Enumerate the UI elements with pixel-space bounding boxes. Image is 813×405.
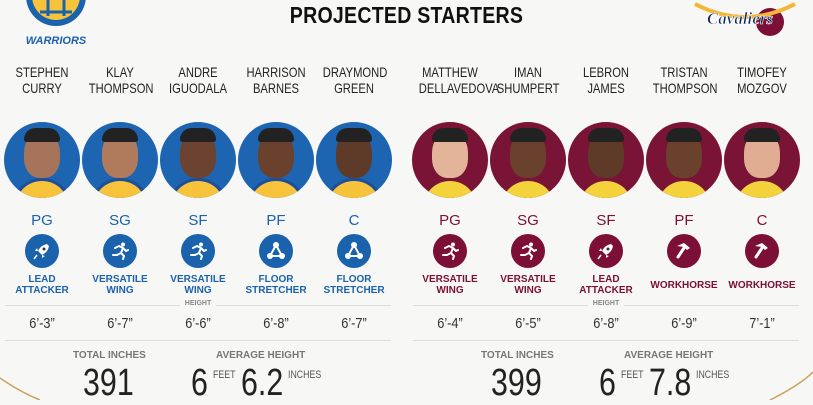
player-role: WORKHORSE — [650, 279, 718, 291]
total-inches-value: 391 — [83, 362, 134, 404]
player-photo — [160, 122, 236, 198]
total-inches-label: TOTAL INCHES — [73, 350, 146, 361]
player-card: HARRISON BARNES PF FLOOR STRETCHER — [237, 64, 315, 297]
player-height: 6’-7” — [341, 315, 367, 332]
player-role: FLOOR STRETCHER — [245, 274, 307, 296]
network-icon — [259, 234, 293, 268]
height-label: HEIGHT — [587, 300, 625, 307]
player-height: 6’-3” — [29, 315, 55, 332]
player-role: WORKHORSE — [728, 279, 796, 291]
player-role: VERSATILE WING — [92, 274, 148, 296]
svg-text:Cavaliers: Cavaliers — [707, 9, 773, 28]
player-name: TIMOFEY MOZGOV — [737, 64, 787, 96]
divider — [413, 340, 799, 341]
player-photo — [646, 122, 722, 198]
inches-label: INCHES — [288, 369, 322, 381]
player-position: SF — [596, 212, 616, 229]
player-height: 6’-4” — [437, 315, 463, 332]
runner-icon — [181, 234, 215, 268]
player-name: MATTHEW DELLAVEDOVA — [418, 64, 500, 96]
player-role: VERSATILE WING — [422, 274, 478, 296]
player-height: 6’-9” — [671, 315, 697, 332]
player-position: SG — [517, 212, 539, 229]
player-height: 7’-1” — [749, 315, 775, 332]
player-card: TRISTAN THOMPSON PF WORKHORSE — [645, 64, 723, 297]
player-height: 6’-8” — [593, 315, 619, 332]
player-height: 6’-6” — [185, 315, 211, 332]
cavaliers-logo: Cavaliers — [694, 2, 796, 36]
hammer-icon — [745, 234, 779, 268]
player-height: 6’-7” — [107, 315, 133, 332]
total-inches-label: TOTAL INCHES — [481, 350, 554, 361]
team-stats: TOTAL INCHES 399 AVERAGE HEIGHT 6 FEET 7… — [411, 341, 801, 404]
player-position: PG — [31, 212, 53, 229]
player-photo — [412, 122, 488, 198]
height-divider: HEIGHT — [413, 300, 799, 307]
runner-icon — [433, 234, 467, 268]
average-inches-value: 7.8 — [649, 362, 692, 404]
player-card: IMAN SHUMPERT SG VERSATILE WING — [489, 64, 567, 297]
player-photo — [82, 122, 158, 198]
player-position: C — [348, 212, 360, 229]
team-gsw: STEPHEN CURRY PG LEAD ATTACKER KLAY THOMPSO… — [3, 64, 393, 404]
runner-icon — [511, 234, 545, 268]
player-height: 6’-5” — [515, 315, 541, 332]
player-role: FLOOR STRETCHER — [323, 274, 385, 296]
player-card: MATTHEW DELLAVEDOVA PG VERSATILE WING — [411, 64, 500, 297]
player-card: DRAYMOND GREEN C FLOOR STRETCHER — [315, 64, 393, 297]
player-photo — [316, 122, 392, 198]
player-name: DRAYMOND GREEN — [322, 64, 388, 96]
player-position: PF — [266, 212, 286, 229]
player-height: 6’-8” — [263, 315, 289, 332]
player-photo — [724, 122, 800, 198]
player-role: LEAD ATTACKER — [579, 274, 633, 296]
player-card: LEBRON JAMES SF LEAD ATTACKER — [567, 64, 645, 297]
player-name: TRISTAN THOMPSON — [652, 64, 718, 96]
feet-label: FEET — [213, 369, 236, 381]
team-stats: TOTAL INCHES 391 AVERAGE HEIGHT 6 FEET 6… — [3, 341, 393, 404]
total-inches-value: 399 — [491, 362, 542, 404]
player-photo — [4, 122, 80, 198]
player-name: KLAY THOMPSON — [88, 64, 154, 96]
player-name: LEBRON JAMES — [582, 64, 630, 96]
height-divider: HEIGHT — [5, 300, 391, 307]
page-title: PROJECTED STARTERS — [289, 2, 524, 28]
player-position: C — [756, 212, 768, 229]
player-name: ANDRE IGUODALA — [169, 64, 227, 96]
inches-label: INCHES — [696, 369, 730, 381]
svg-text:WARRIORS: WARRIORS — [26, 35, 87, 47]
average-height-label: AVERAGE HEIGHT — [624, 350, 714, 361]
player-position: PF — [674, 212, 694, 229]
hammer-icon — [667, 234, 701, 268]
player-position: PG — [439, 212, 461, 229]
runner-icon — [103, 234, 137, 268]
player-name: IMAN SHUMPERT — [496, 64, 560, 96]
player-name: HARRISON BARNES — [246, 64, 306, 96]
player-photo — [238, 122, 314, 198]
height-label: HEIGHT — [179, 300, 217, 307]
player-card: TIMOFEY MOZGOV C WORKHORSE — [723, 64, 801, 297]
network-icon — [337, 234, 371, 268]
divider — [5, 340, 391, 341]
average-inches-value: 6.2 — [241, 362, 284, 404]
average-height-label: AVERAGE HEIGHT — [216, 350, 306, 361]
average-feet-value: 6 — [599, 362, 616, 404]
player-card: KLAY THOMPSON SG VERSATILE WING — [81, 64, 159, 297]
feet-label: FEET — [621, 369, 644, 381]
average-feet-value: 6 — [191, 362, 208, 404]
player-card: STEPHEN CURRY PG LEAD ATTACKER — [3, 64, 81, 297]
player-position: SG — [109, 212, 131, 229]
player-name: STEPHEN CURRY — [15, 64, 69, 96]
player-position: SF — [188, 212, 208, 229]
player-role: VERSATILE WING — [170, 274, 226, 296]
warriors-logo: WARRIORS — [26, 0, 87, 47]
player-role: VERSATILE WING — [500, 274, 556, 296]
rocket-icon — [589, 234, 623, 268]
team-cle: MATTHEW DELLAVEDOVA PG VERSATILE WING IMAN… — [411, 64, 801, 404]
rocket-icon — [25, 234, 59, 268]
player-card: ANDRE IGUODALA SF VERSATILE WING — [159, 64, 237, 297]
player-role: LEAD ATTACKER — [15, 274, 69, 296]
